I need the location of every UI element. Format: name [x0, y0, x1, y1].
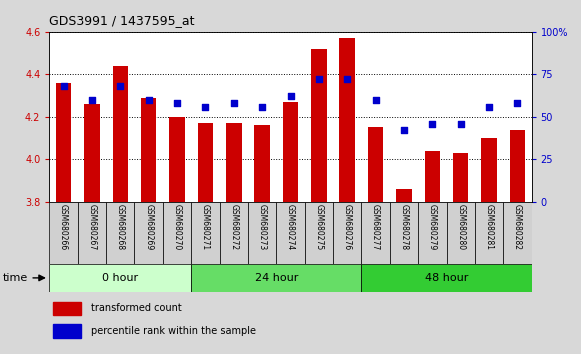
Bar [425, 151, 440, 202]
Bar [191, 202, 220, 264]
Text: GDS3991 / 1437595_at: GDS3991 / 1437595_at [49, 14, 195, 27]
Point [173, 101, 182, 106]
Bar [447, 202, 475, 264]
Bar [56, 83, 71, 202]
Text: GSM680278: GSM680278 [400, 204, 408, 250]
Bar [49, 264, 191, 292]
Bar [510, 130, 525, 202]
Point [343, 76, 352, 82]
Bar [248, 202, 277, 264]
Text: GSM680267: GSM680267 [87, 204, 96, 250]
Text: 48 hour: 48 hour [425, 273, 468, 283]
Text: GSM680276: GSM680276 [343, 204, 352, 250]
Bar [503, 202, 532, 264]
Bar [113, 66, 128, 202]
Point [59, 84, 68, 89]
Bar [418, 202, 447, 264]
Text: GSM680271: GSM680271 [201, 204, 210, 250]
Text: transformed count: transformed count [91, 303, 182, 313]
Text: GSM680268: GSM680268 [116, 204, 125, 250]
Text: GSM680277: GSM680277 [371, 204, 380, 250]
Bar [277, 202, 304, 264]
Bar [78, 202, 106, 264]
Text: GSM680280: GSM680280 [456, 204, 465, 250]
Text: 24 hour: 24 hour [254, 273, 298, 283]
Bar [481, 138, 497, 202]
Text: percentile rank within the sample: percentile rank within the sample [91, 326, 256, 336]
Text: GSM680279: GSM680279 [428, 204, 437, 250]
Point [87, 97, 96, 103]
Point [399, 127, 408, 133]
Bar [339, 38, 355, 202]
Point [144, 97, 153, 103]
Bar [191, 264, 361, 292]
Bar [84, 104, 100, 202]
Bar [311, 49, 327, 202]
Bar [141, 98, 156, 202]
Text: GSM680281: GSM680281 [485, 204, 494, 250]
Point [229, 101, 238, 106]
Point [456, 121, 465, 126]
Bar [333, 202, 361, 264]
Bar [49, 202, 78, 264]
Point [201, 104, 210, 109]
Point [314, 76, 324, 82]
Point [513, 101, 522, 106]
Point [286, 93, 295, 99]
Point [428, 121, 437, 126]
Bar [368, 127, 383, 202]
Bar [106, 202, 134, 264]
Bar [453, 153, 468, 202]
Text: GSM680272: GSM680272 [229, 204, 238, 250]
Text: GSM680273: GSM680273 [257, 204, 267, 250]
Point [371, 97, 380, 103]
Point [257, 104, 267, 109]
Bar [283, 102, 298, 202]
Bar [304, 202, 333, 264]
Text: time: time [3, 273, 28, 283]
Bar [169, 117, 185, 202]
Bar [163, 202, 191, 264]
Bar [198, 123, 213, 202]
Text: GSM680266: GSM680266 [59, 204, 68, 250]
Point [116, 84, 125, 89]
Bar [475, 202, 503, 264]
Bar [361, 202, 390, 264]
Point [485, 104, 494, 109]
Bar [53, 325, 81, 338]
Text: 0 hour: 0 hour [102, 273, 138, 283]
Text: GSM680270: GSM680270 [173, 204, 181, 250]
Bar [396, 189, 412, 202]
Text: GSM680282: GSM680282 [513, 204, 522, 250]
Text: GSM680269: GSM680269 [144, 204, 153, 250]
Bar [361, 264, 532, 292]
Bar [390, 202, 418, 264]
Bar [220, 202, 248, 264]
Text: GSM680274: GSM680274 [286, 204, 295, 250]
Bar [226, 123, 242, 202]
Bar [134, 202, 163, 264]
Bar [53, 302, 81, 315]
Bar [254, 125, 270, 202]
Text: GSM680275: GSM680275 [314, 204, 324, 250]
